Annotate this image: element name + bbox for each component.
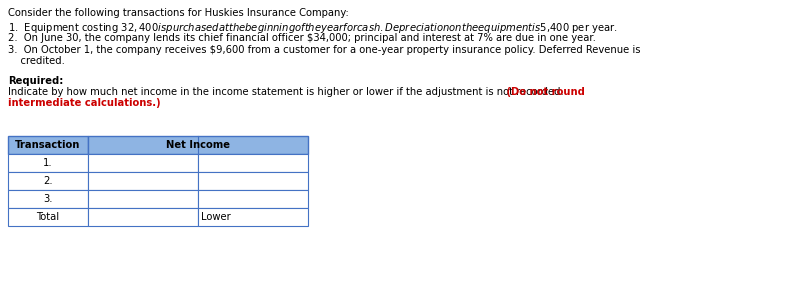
Bar xyxy=(198,154,308,172)
Bar xyxy=(8,172,88,190)
Text: Required:: Required: xyxy=(8,76,63,86)
Bar xyxy=(88,190,198,208)
Text: 3.  On October 1, the company receives $9,600 from a customer for a one-year pro: 3. On October 1, the company receives $9… xyxy=(8,45,641,55)
Text: (Do not round: (Do not round xyxy=(503,87,585,97)
Bar xyxy=(198,190,308,208)
Text: 3.: 3. xyxy=(43,194,53,204)
Bar xyxy=(198,172,308,190)
Text: Consider the following transactions for Huskies Insurance Company:: Consider the following transactions for … xyxy=(8,8,349,18)
Text: Net Income: Net Income xyxy=(166,140,230,150)
Bar xyxy=(8,154,88,172)
Text: Transaction: Transaction xyxy=(15,140,81,150)
Bar xyxy=(88,208,198,226)
Bar xyxy=(198,208,308,226)
Text: 1.  Equipment costing $32,400 is purchased at the beginning of the year for cash: 1. Equipment costing $32,400 is purchase… xyxy=(8,21,618,35)
Text: Indicate by how much net income in the income statement is higher or lower if th: Indicate by how much net income in the i… xyxy=(8,87,564,97)
Text: Total: Total xyxy=(37,212,59,222)
Text: 2.  On June 30, the company lends its chief financial officer $34,000; principal: 2. On June 30, the company lends its chi… xyxy=(8,33,596,43)
Text: Lower: Lower xyxy=(201,212,230,222)
Bar xyxy=(8,190,88,208)
Bar xyxy=(88,136,308,154)
Bar xyxy=(8,136,88,154)
Text: 1.: 1. xyxy=(43,158,53,168)
Bar xyxy=(88,154,198,172)
Bar xyxy=(8,208,88,226)
Text: credited.: credited. xyxy=(8,56,65,66)
Text: intermediate calculations.): intermediate calculations.) xyxy=(8,98,161,108)
Bar xyxy=(88,172,198,190)
Text: 2.: 2. xyxy=(43,176,53,186)
